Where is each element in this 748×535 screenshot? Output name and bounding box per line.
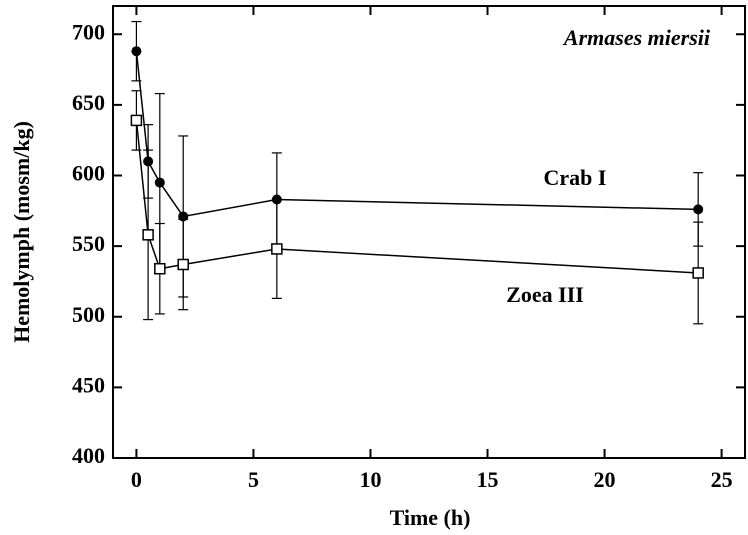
marker [177,258,189,271]
crab-label: Crab I [544,165,607,190]
marker [692,267,704,279]
x-tick-label: 0 [131,467,142,492]
marker [131,46,142,57]
marker [693,204,704,215]
marker [142,229,154,241]
y-tick-label: 400 [72,443,105,468]
plot-frame [112,5,746,459]
y-tick-label: 550 [72,231,105,256]
zoea-label: Zoea III [506,282,584,307]
species-label: Armases miersii [562,25,711,50]
x-tick-label: 10 [359,467,381,492]
x-tick-label: 15 [477,467,499,492]
marker [130,114,143,127]
marker [154,177,165,188]
x-tick-label: 25 [711,467,733,492]
y-tick-label: 650 [72,90,105,115]
x-tick-label: 5 [248,467,259,492]
y-tick-label: 700 [72,19,105,44]
y-tick-label: 500 [72,302,105,327]
marker [154,262,166,275]
series-line [135,120,699,274]
y-axis-label: Hemolymph (mosm/kg) [9,121,34,343]
series-line [135,51,699,218]
x-tick-label: 20 [594,467,616,492]
marker [271,243,283,255]
x-axis-label: Time (h) [390,505,471,530]
y-tick-label: 450 [72,372,105,397]
y-tick-label: 600 [72,161,105,186]
